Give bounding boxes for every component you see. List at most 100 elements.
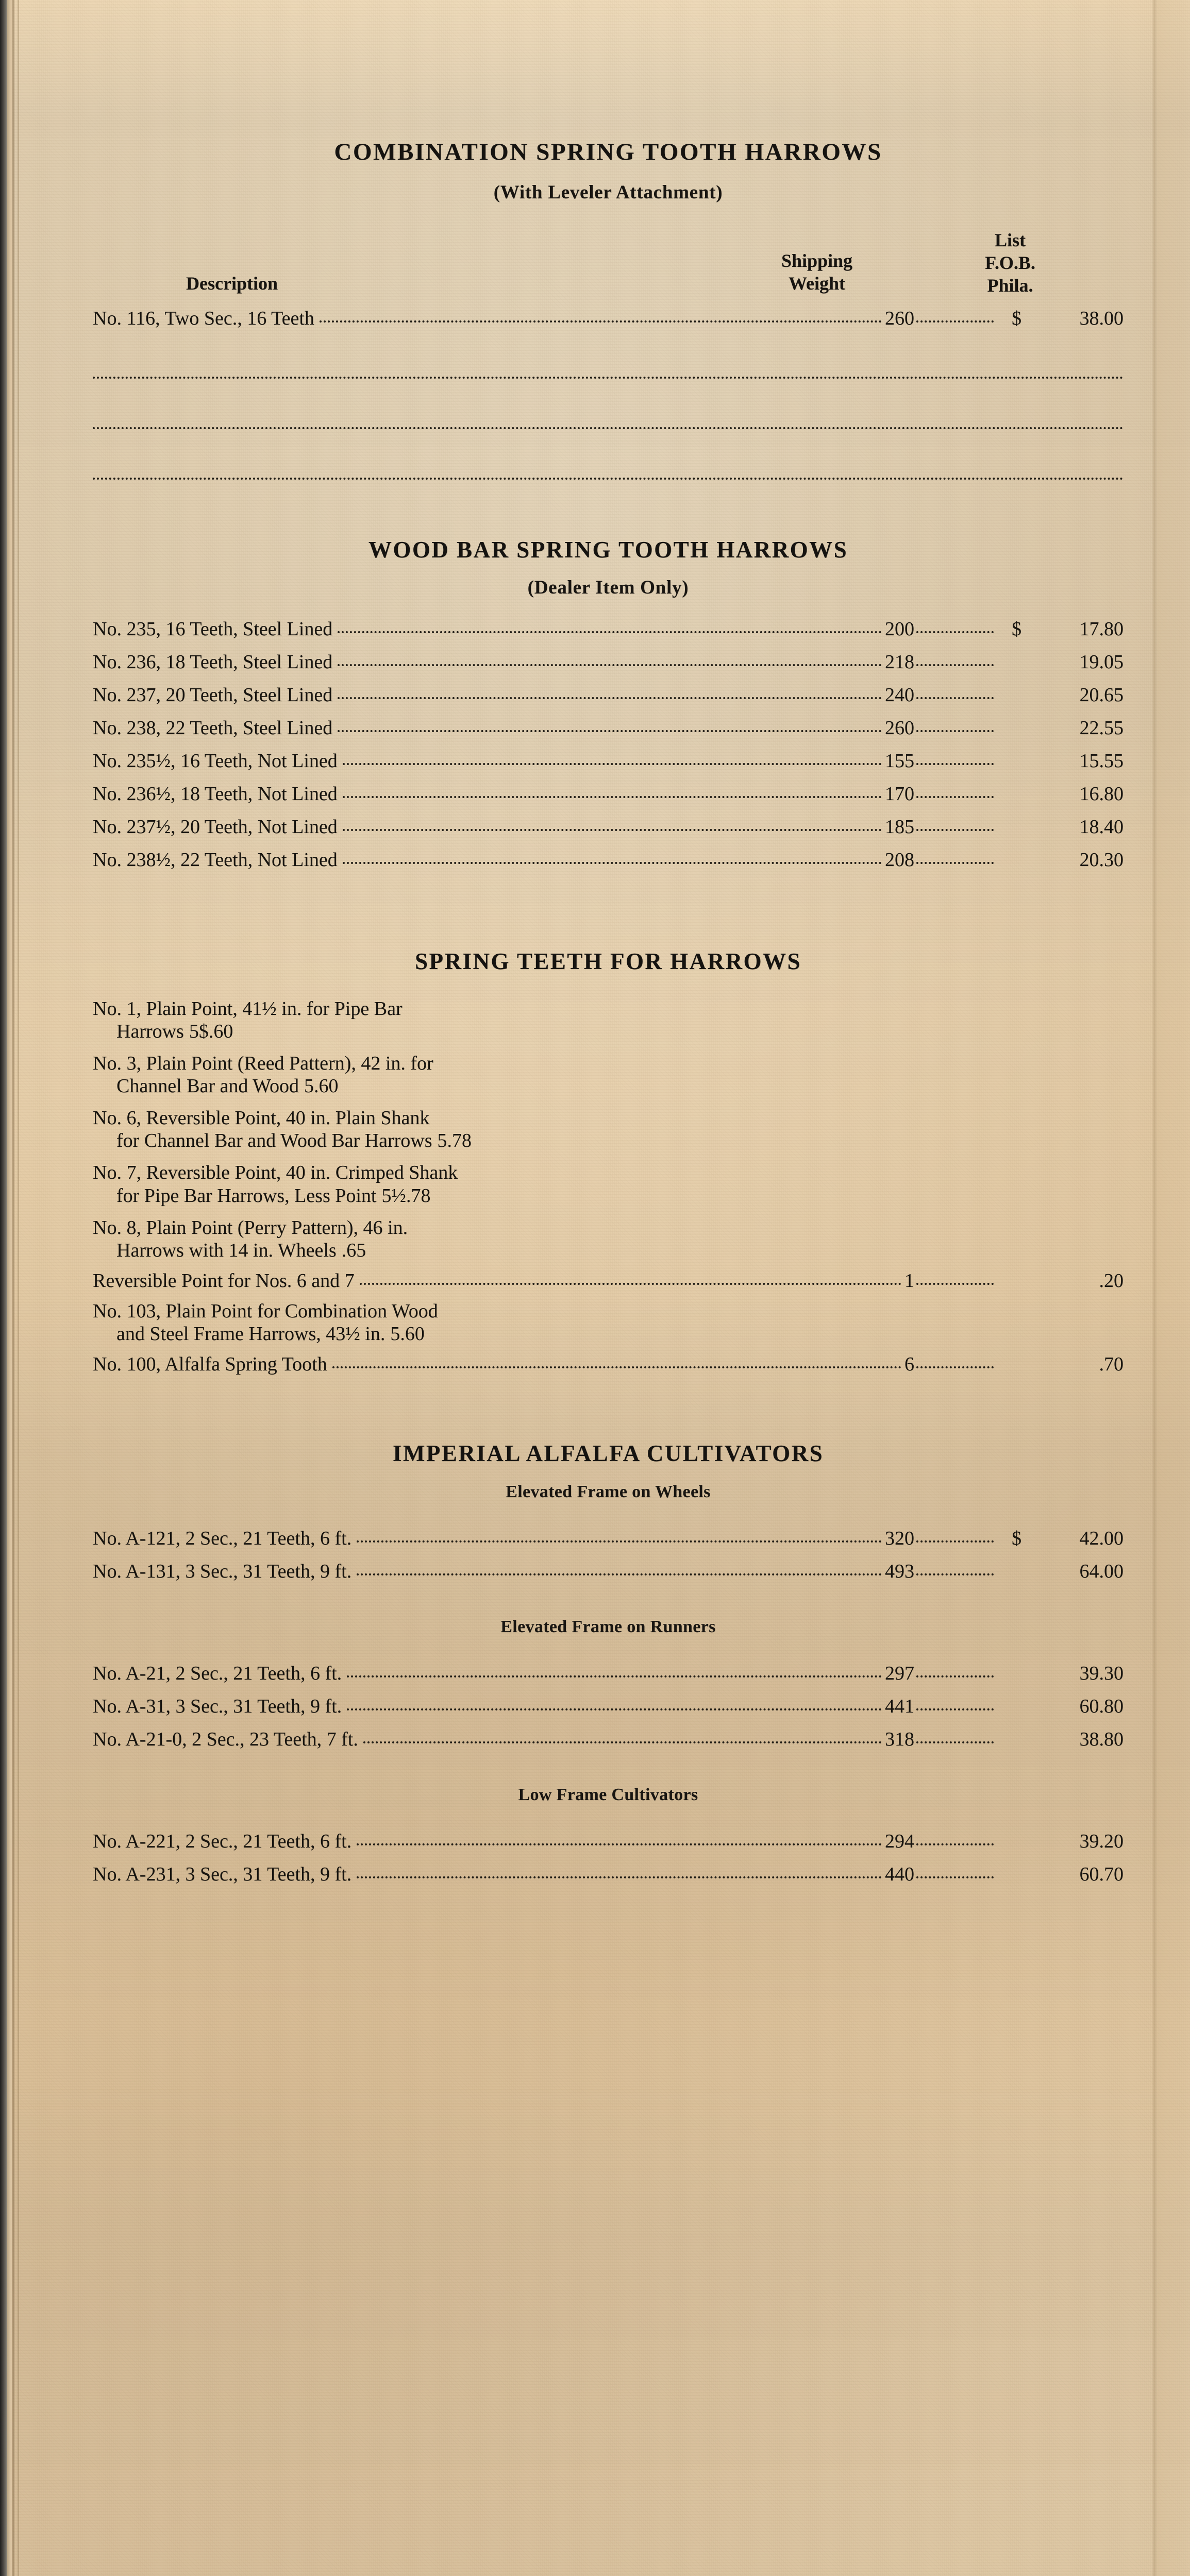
- dot-leader-2: [916, 697, 994, 699]
- row-description: No. A-21-0, 2 Sec., 23 Teeth, 7 ft.: [93, 1728, 358, 1750]
- row-description-line1: No. 7, Reversible Point, 40 in. Crimped …: [93, 1162, 458, 1184]
- row-shipping-weight: 441: [885, 1695, 914, 1717]
- row-description: No. A-21, 2 Sec., 21 Teeth, 6 ft.: [93, 1662, 342, 1684]
- table-row: No. A-221, 2 Sec., 21 Teeth, 6 ft. 294 3…: [93, 1832, 1124, 1851]
- dot-leader: [347, 1675, 882, 1677]
- subgroup-heading: Elevated Frame on Wheels: [506, 1482, 711, 1501]
- column-header-list-line2: F.O.B.: [985, 252, 1035, 273]
- row-description-line1: No. 6, Reversible Point, 40 in. Plain Sh…: [93, 1107, 430, 1129]
- row-shipping-weight: 294: [885, 1830, 914, 1852]
- dot-leader-2: [916, 862, 994, 864]
- row-shipping-weight: 5: [304, 1075, 314, 1097]
- section-imperial-alfalfa-cultivators: IMPERIAL ALFALFA CULTIVATORS Elevated Fr…: [93, 1440, 1124, 1884]
- table-row: No. 6, Reversible Point, 40 in. Plain Sh…: [93, 1107, 1124, 1152]
- dot-leader: [338, 697, 882, 699]
- price-rows: No. 116, Two Sec., 16 Teeth 260 $ 38.00: [93, 309, 1124, 328]
- row-description-line1: No. 1, Plain Point, 41½ in. for Pipe Bar: [93, 998, 403, 1020]
- table-row: No. 237½, 20 Teeth, Not Lined 185 18.40: [93, 817, 1124, 837]
- dot-leader: [338, 730, 882, 732]
- dot-leader-2: [916, 320, 994, 323]
- row-price: 19.05: [1079, 651, 1124, 673]
- row-price: 17.80: [1079, 618, 1124, 640]
- row-description: No. 235, 16 Teeth, Steel Lined: [93, 618, 333, 640]
- row-shipping-weight: 260: [885, 717, 914, 739]
- row-description: No. 237½, 20 Teeth, Not Lined: [93, 816, 338, 838]
- row-description-line1: No. 103, Plain Point for Combination Woo…: [93, 1300, 438, 1322]
- row-price: .78: [406, 1184, 431, 1207]
- row-price: 60.80: [1079, 1695, 1124, 1717]
- blank-ruled-line: [93, 425, 1124, 429]
- row-price: 38.00: [1079, 308, 1124, 329]
- row-price: .60: [208, 1021, 233, 1043]
- dot-leader-2: [916, 1366, 994, 1368]
- page-content: COMBINATION SPRING TOOTH HARROWS (With L…: [93, 0, 1124, 1884]
- dot-leader: [342, 862, 882, 864]
- row-price: 16.80: [1079, 783, 1124, 805]
- dot-leader-2: [916, 664, 994, 666]
- section-title: COMBINATION SPRING TOOTH HARROWS: [334, 139, 882, 165]
- row-shipping-weight: 440: [885, 1863, 914, 1885]
- row-shipping-weight: 240: [885, 684, 914, 706]
- dot-leader-2: [916, 730, 994, 732]
- row-description: No. 238, 22 Teeth, Steel Lined: [93, 717, 333, 739]
- table-row: Reversible Point for Nos. 6 and 7 1 .20: [93, 1271, 1124, 1291]
- dot-leader-2: [916, 1876, 994, 1878]
- blank-ruled-line: [93, 375, 1124, 379]
- section-subtitle: (With Leveler Attachment): [493, 182, 723, 203]
- section-spring-teeth-for-harrows: SPRING TEETH FOR HARROWS No. 1, Plain Po…: [93, 948, 1124, 1374]
- row-price: .20: [1099, 1269, 1124, 1292]
- section-subtitle: (Dealer Item Only): [527, 577, 689, 598]
- row-description: No. A-121, 2 Sec., 21 Teeth, 6 ft.: [93, 1527, 352, 1549]
- dot-leader: [363, 1741, 882, 1743]
- section-title: SPRING TEETH FOR HARROWS: [415, 948, 801, 974]
- row-currency-symbol: $: [1012, 308, 1021, 329]
- row-price: 60.70: [1079, 1863, 1124, 1885]
- row-description: No. 100, Alfalfa Spring Tooth: [93, 1353, 327, 1375]
- table-row: No. A-31, 3 Sec., 31 Teeth, 9 ft. 441 60…: [93, 1697, 1124, 1716]
- row-price: .60: [314, 1075, 339, 1097]
- section-combination-spring-tooth-harrows: COMBINATION SPRING TOOTH HARROWS (With L…: [93, 0, 1124, 480]
- row-description-line2: Harrows with 14 in. Wheels: [116, 1239, 337, 1261]
- table-row: No. A-21, 2 Sec., 21 Teeth, 6 ft. 297 39…: [93, 1664, 1124, 1683]
- dot-leader: [342, 763, 882, 765]
- row-shipping-weight: 260: [885, 308, 914, 329]
- dot-leader-2: [916, 763, 994, 765]
- column-header-shipping-line1: Shipping: [781, 250, 853, 271]
- column-header-list-line3: Phila.: [987, 275, 1033, 296]
- row-description: No. 237, 20 Teeth, Steel Lined: [93, 684, 333, 706]
- dot-leader: [359, 1282, 901, 1285]
- table-row: No. 238, 22 Teeth, Steel Lined 260 22.55: [93, 718, 1124, 738]
- dot-leader: [342, 796, 882, 798]
- row-shipping-weight: 6: [904, 1353, 914, 1375]
- subgroup-low-frame-cultivators: Low Frame Cultivators No. A-221, 2 Sec.,…: [93, 1785, 1124, 1884]
- row-currency-symbol: $: [1012, 1527, 1021, 1549]
- dot-leader: [338, 664, 882, 666]
- row-shipping-weight: 5: [437, 1130, 447, 1152]
- row-shipping-weight: 170: [885, 783, 914, 805]
- row-description: No. 238½, 22 Teeth, Not Lined: [93, 849, 338, 871]
- table-row: No. 3, Plain Point (Reed Pattern), 42 in…: [93, 1052, 1124, 1097]
- dot-leader: [319, 320, 882, 323]
- dot-leader-2: [916, 1540, 994, 1543]
- dot-leader: [357, 1876, 882, 1878]
- dot-leader-2: [916, 1708, 994, 1710]
- table-row: No. 236, 18 Teeth, Steel Lined 218 19.05: [93, 652, 1124, 672]
- dot-leader-2: [916, 796, 994, 798]
- row-currency-symbol: $: [198, 1021, 209, 1043]
- dot-leader-2: [916, 1741, 994, 1743]
- row-price: .78: [447, 1130, 472, 1152]
- subgroup-heading: Elevated Frame on Runners: [500, 1617, 716, 1636]
- row-description-line1: No. 8, Plain Point (Perry Pattern), 46 i…: [93, 1216, 408, 1239]
- column-header-list-fob: List F.O.B. Phila.: [928, 229, 1093, 297]
- table-row: No. 7, Reversible Point, 40 in. Crimped …: [93, 1161, 1124, 1207]
- row-price: .60: [400, 1323, 425, 1345]
- section-title: IMPERIAL ALFALFA CULTIVATORS: [392, 1440, 824, 1466]
- dot-leader-2: [916, 1675, 994, 1677]
- row-price: 18.40: [1079, 816, 1124, 838]
- dot-leader: [357, 1843, 882, 1845]
- table-row: No. A-231, 3 Sec., 31 Teeth, 9 ft. 440 6…: [93, 1865, 1124, 1884]
- row-description-line1: No. 3, Plain Point (Reed Pattern), 42 in…: [93, 1053, 433, 1075]
- row-price: 15.55: [1079, 750, 1124, 772]
- row-shipping-weight: 208: [885, 849, 914, 871]
